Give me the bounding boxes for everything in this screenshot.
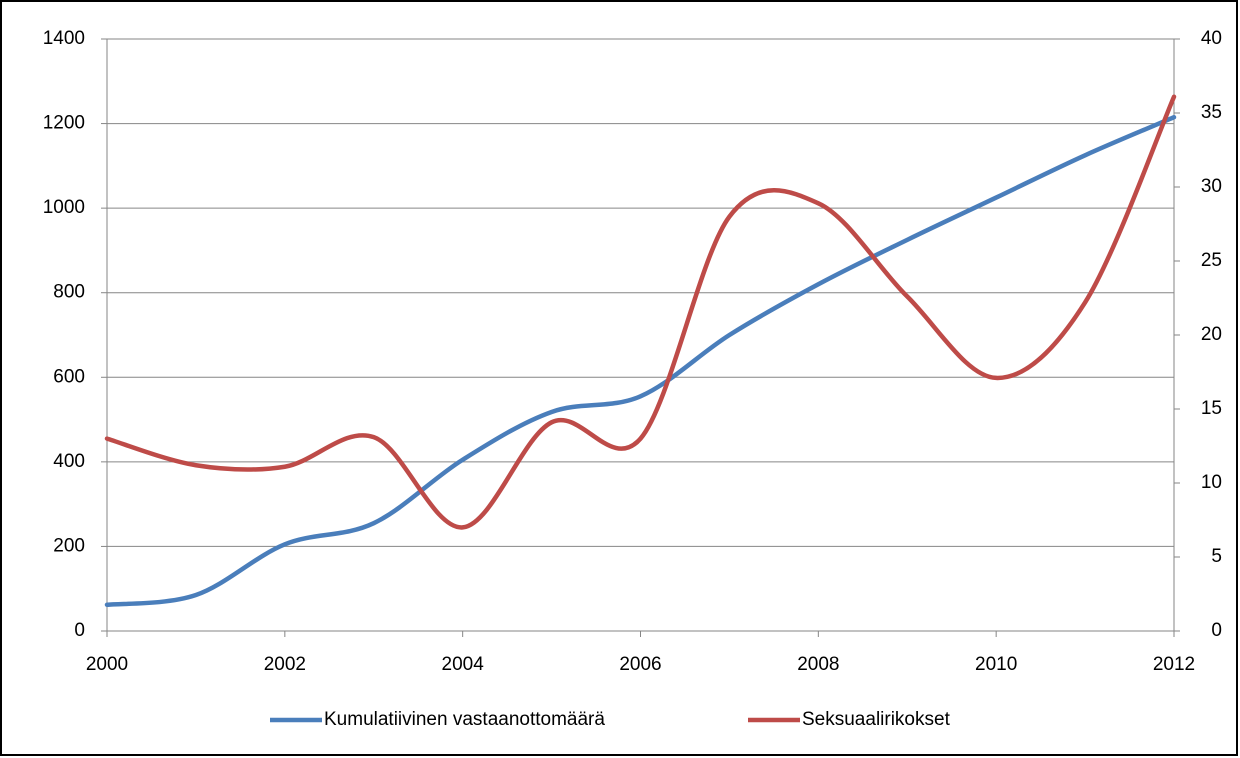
y-tick-label: 200 — [53, 535, 85, 556]
y2-tick-label: 10 — [1201, 472, 1222, 493]
y2-tick-label: 25 — [1201, 250, 1222, 271]
x-tick-label: 2006 — [619, 654, 661, 675]
y2-tick-label: 20 — [1201, 324, 1222, 345]
y-tick-label: 1200 — [43, 113, 85, 134]
y2-tick-label: 0 — [1211, 620, 1222, 641]
y-tick-label: 800 — [53, 282, 85, 303]
y-tick-label: 1000 — [43, 197, 85, 218]
y2-tick-label: 5 — [1211, 546, 1222, 567]
y2-tick-label: 35 — [1201, 102, 1222, 123]
x-tick-label: 2002 — [264, 654, 306, 675]
y2-tick-label: 30 — [1201, 176, 1222, 197]
y2-tick-label: 40 — [1201, 28, 1222, 49]
y-tick-label: 0 — [74, 620, 85, 641]
x-tick-label: 2010 — [975, 654, 1017, 675]
y-tick-label: 400 — [53, 451, 85, 472]
y-tick-label: 600 — [53, 366, 85, 387]
y-tick-label: 1400 — [43, 28, 85, 49]
x-tick-label: 2012 — [1153, 654, 1195, 675]
series-line — [104, 114, 1177, 608]
series-line — [104, 94, 1177, 530]
legend-label: Kumulatiivinen vastaanottomäärä — [324, 709, 605, 730]
legend-label: Seksuaalirikokset — [802, 709, 951, 730]
x-tick-label: 2008 — [797, 654, 839, 675]
x-tick-label: 2000 — [86, 654, 128, 675]
y2-tick-label: 15 — [1201, 398, 1222, 419]
x-tick-label: 2004 — [442, 654, 485, 675]
